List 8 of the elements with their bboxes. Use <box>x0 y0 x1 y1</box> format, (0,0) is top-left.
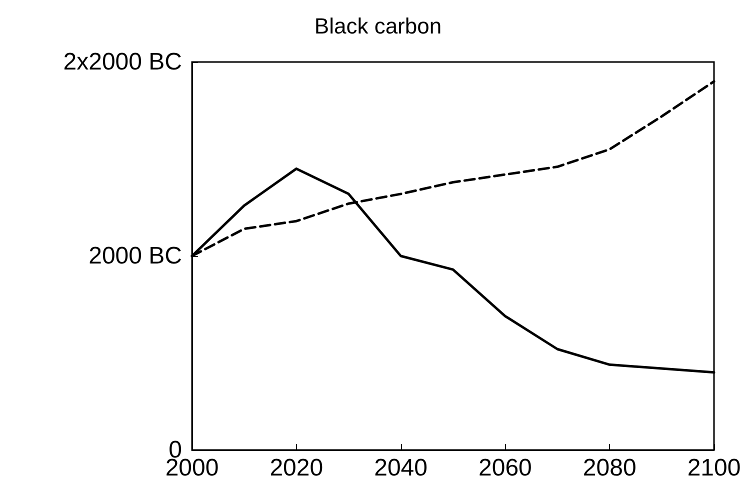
x-tick-label: 2040 <box>374 454 428 482</box>
x-tick-label: 2100 <box>687 454 741 482</box>
x-tick-label: 2080 <box>582 454 636 482</box>
y-tick-label: 2x2000 BC <box>63 48 182 76</box>
y-tick-label: 2000 BC <box>88 242 182 270</box>
chart-title: Black carbon <box>314 14 442 38</box>
x-tick-label: 2020 <box>270 454 324 482</box>
x-tick-label: 2060 <box>478 454 532 482</box>
